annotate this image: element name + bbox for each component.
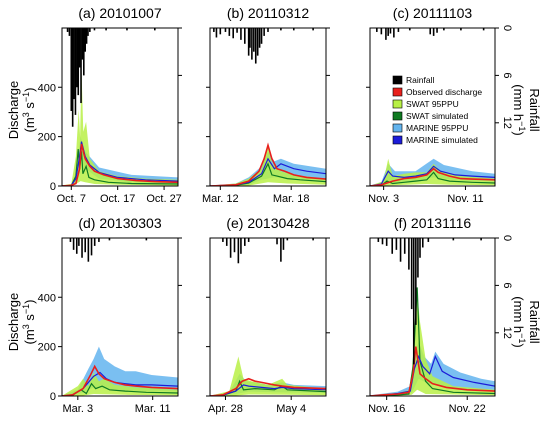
- rainfall-unit: (mm h−1): [511, 296, 527, 347]
- discharge-unit: (m3 s−1): [21, 88, 37, 133]
- left-axis-label-bottom: Discharge (m3 s−1): [6, 293, 37, 352]
- panel-title: (a) 20101007: [78, 5, 162, 21]
- legend-label: SWAT 95PPU: [406, 99, 459, 109]
- rainfall-label: Rainfall: [527, 300, 542, 343]
- x-tick-label: Nov. 3: [368, 193, 399, 205]
- x-tick-label: Oct. 7: [57, 193, 86, 205]
- legend-label: MARINE 95PPU: [406, 123, 468, 133]
- discharge-label: Discharge: [6, 81, 21, 140]
- legend-item: Observed discharge: [392, 87, 482, 97]
- legend-label: Rainfall: [406, 75, 434, 85]
- panel-title: (c) 20111103: [393, 5, 473, 21]
- observed-discharge-line: [210, 142, 326, 186]
- rainfall-label: Rainfall: [527, 88, 542, 131]
- panel-frame: [61, 27, 179, 187]
- discharge-label: Discharge: [6, 293, 21, 352]
- panel-title: (d) 20130303: [78, 215, 162, 231]
- legend-swatch: [392, 99, 403, 109]
- legend-swatch: [392, 123, 403, 133]
- panel-frame: [61, 237, 179, 397]
- legend: Rainfall Observed discharge SWAT 95PPU S…: [392, 75, 482, 145]
- x-tick-label: Nov. 22: [449, 403, 486, 415]
- rainfall-tick-label: 0: [501, 25, 513, 31]
- marine-simulated-line: [370, 165, 495, 186]
- legend-label: Observed discharge: [406, 87, 482, 97]
- panel: (b) 20110312 Mar. 12 Mar. 18: [202, 5, 330, 205]
- x-tick-label: Mar. 12: [202, 193, 239, 205]
- marine-95ppu-band: [370, 341, 495, 396]
- legend-label: SWAT simulated: [406, 111, 468, 121]
- swat-95ppu-band: [62, 372, 178, 396]
- left-axis-label-top: Discharge (m3 s−1): [6, 81, 37, 140]
- legend-swatch: [392, 75, 403, 85]
- panel-title: (e) 20130428: [226, 215, 310, 231]
- legend-swatch: [392, 135, 403, 145]
- discharge-tick-label: 0: [50, 181, 56, 193]
- marine-simulated-line: [210, 384, 326, 396]
- swat-simulated-line: [370, 171, 495, 186]
- discharge-unit: (m3 s−1): [21, 300, 37, 345]
- rainfall-tick-label: 12: [501, 117, 513, 129]
- rainfall-tick-label: 12: [501, 327, 513, 339]
- observed-discharge-line: [62, 364, 178, 396]
- legend-label: MARINE simulated: [406, 135, 478, 145]
- x-tick-label: Oct. 17: [100, 193, 135, 205]
- plot-area: [370, 238, 495, 396]
- legend-swatch: [392, 111, 403, 121]
- plot-area: [62, 28, 178, 186]
- panel: (c) 20111103 Nov. 3 Nov. 11 0 6 12: [366, 5, 513, 205]
- x-tick-label: Oct. 27: [146, 193, 181, 205]
- rainfall-tick-label: 6: [501, 282, 513, 288]
- panel: (f) 20131116 Nov. 16 Nov. 22 0 6 12: [366, 215, 513, 415]
- panel-title: (f) 20131116: [394, 215, 472, 231]
- panel: (d) 20130303 Mar. 3 Mar. 11 0 200 400: [38, 215, 182, 415]
- x-tick-label: Mar. 3: [63, 403, 94, 415]
- panel-frame: [369, 27, 496, 187]
- legend-swatch: [392, 87, 403, 97]
- legend-item: Rainfall: [392, 75, 434, 85]
- plot-area: [210, 238, 326, 396]
- panel-frame: [209, 237, 327, 397]
- plot-area: [210, 28, 326, 186]
- x-tick-label: Nov. 16: [368, 403, 405, 415]
- swat-95ppu-band: [62, 70, 178, 186]
- x-tick-label: Nov. 11: [447, 193, 483, 205]
- x-tick-label: May 4: [276, 403, 306, 415]
- discharge-tick-label: 400: [38, 82, 56, 94]
- discharge-tick-label: 400: [38, 292, 56, 304]
- right-axis-label-bottom: Rainfall (mm h−1): [511, 296, 542, 347]
- rainfall-unit: (mm h−1): [511, 84, 527, 135]
- panel-title: (b) 20110312: [227, 5, 309, 21]
- x-tick-label: Mar. 18: [273, 193, 310, 205]
- discharge-tick-label: 200: [38, 132, 56, 144]
- discharge-tick-label: 200: [38, 342, 56, 354]
- panel-frame: [209, 27, 327, 187]
- swat-95ppu-band: [210, 356, 326, 396]
- observed-discharge-line: [370, 346, 495, 396]
- legend-item: MARINE simulated: [392, 135, 478, 145]
- legend-item: SWAT 95PPU: [392, 99, 459, 109]
- discharge-tick-label: 0: [50, 391, 56, 403]
- rainfall-tick-label: 6: [501, 72, 513, 78]
- rainfall-tick-label: 0: [501, 235, 513, 241]
- plot-area: [62, 238, 178, 396]
- panel: (a) 20101007 Oct. 7 Oct. 17 Oct. 27 0 200 400: [38, 5, 182, 205]
- x-tick-label: Mar. 11: [135, 403, 171, 415]
- panel-frame: [369, 237, 496, 397]
- plot-area: [370, 28, 495, 186]
- legend-item: SWAT simulated: [392, 111, 468, 121]
- x-tick-label: Apr. 28: [208, 403, 243, 415]
- observed-discharge-line: [62, 143, 178, 186]
- panel: (e) 20130428 Apr. 28 May 4: [206, 215, 330, 415]
- right-axis-label-top: Rainfall (mm h−1): [511, 84, 542, 135]
- legend-item: MARINE 95PPU: [392, 123, 468, 133]
- observed-discharge-line: [370, 167, 495, 186]
- observed-discharge-line: [210, 377, 326, 396]
